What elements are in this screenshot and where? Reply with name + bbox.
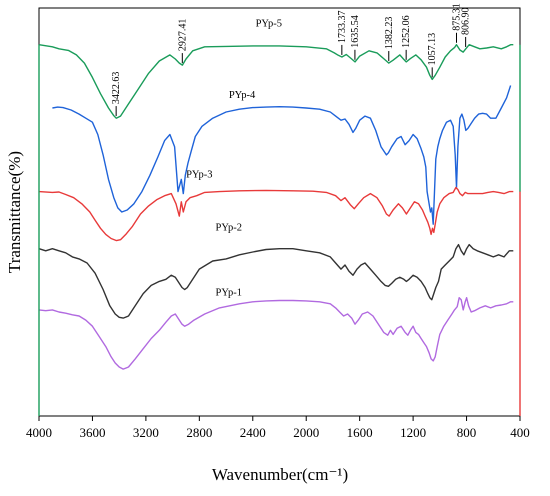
y-axis-label: Transmittance(%) xyxy=(5,151,24,273)
peak-annotations: 3422.63 2927.41 1733.37 1635.54 1382.23 1252.… xyxy=(111,3,472,117)
series-line-pyp-2 xyxy=(38,243,514,319)
peak-label: 1733.37 xyxy=(337,10,348,43)
series-layer xyxy=(38,44,521,416)
peak-label: 2927.41 xyxy=(177,19,188,52)
peak-label: 3422.63 xyxy=(111,72,122,104)
series-label-pyp-2: PYp-2 xyxy=(215,222,241,233)
series-label-pyp-3: PYp-3 xyxy=(186,169,212,180)
x-tick-label: 4000 xyxy=(26,425,52,440)
series-line-pyp-5 xyxy=(38,44,514,119)
series-labels: PYp-5 PYp-4 PYp-3 PYp-2 PYp-1 xyxy=(186,18,282,298)
plot-frame xyxy=(38,7,521,417)
x-tick-label: 800 xyxy=(457,425,477,440)
peak-label: 1057.13 xyxy=(427,33,438,66)
x-tick-label: 2400 xyxy=(240,425,266,440)
x-tick-label: 1600 xyxy=(347,425,373,440)
series-line-pyp-1 xyxy=(38,297,514,370)
series-line-pyp-3 xyxy=(38,186,514,242)
peak-label: 1635.54 xyxy=(350,15,361,48)
x-tick-label: 1200 xyxy=(400,425,426,440)
series-label-pyp-1: PYp-1 xyxy=(215,288,241,299)
series-line-pyp-4 xyxy=(52,85,512,225)
series-label-pyp-5: PYp-5 xyxy=(256,18,282,29)
x-tick-label: 3200 xyxy=(133,425,159,440)
peak-label: 875.31 xyxy=(451,3,462,31)
peak-label: 806.90 xyxy=(461,7,472,35)
x-tick-label: 2800 xyxy=(186,425,212,440)
x-tick-label: 2000 xyxy=(293,425,319,440)
peak-label: 1382.23 xyxy=(384,17,395,50)
x-tick-label: 3600 xyxy=(79,425,105,440)
series-label-pyp-4: PYp-4 xyxy=(229,90,256,101)
x-axis-ticks: 4000 3600 3200 2800 2400 2000 1600 1200 800 400 xyxy=(26,416,530,440)
peak-label: 1252.06 xyxy=(401,15,412,48)
x-tick-label: 400 xyxy=(510,425,530,440)
x-axis-label: Wavenumber(cm⁻¹) xyxy=(212,465,348,484)
